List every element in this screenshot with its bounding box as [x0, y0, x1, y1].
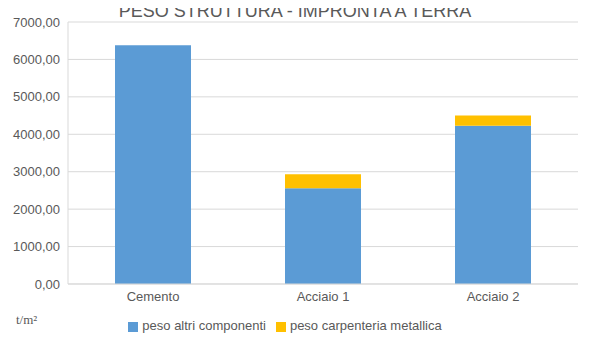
svg-text:5000,00: 5000,00	[13, 89, 60, 104]
svg-text:4000,00: 4000,00	[13, 127, 60, 142]
svg-text:Acciaio 1: Acciaio 1	[297, 289, 350, 304]
svg-text:Acciaio 2: Acciaio 2	[467, 289, 520, 304]
svg-text:Cemento: Cemento	[127, 289, 180, 304]
html-text:PESO STRUTTURA - IMPRONTA A TE: PESO STRUTTURA - IMPRONTA A TERRA	[118, 1, 472, 21]
svg-text:7000,00: 7000,00	[13, 15, 60, 30]
html-text:peso altri componenti: peso altri componenti	[142, 318, 266, 333]
svg-text:6000,00: 6000,00	[13, 52, 60, 67]
html-text:peso carpenteria metallica: peso carpenteria metallica	[289, 318, 442, 333]
svg-text:0,00: 0,00	[35, 277, 60, 292]
svg-text:3000,00: 3000,00	[13, 164, 60, 179]
svg-text:2000,00: 2000,00	[13, 202, 60, 217]
svg-text:1000,00: 1000,00	[13, 239, 60, 254]
html-text:t/m²: t/m²	[16, 312, 38, 327]
